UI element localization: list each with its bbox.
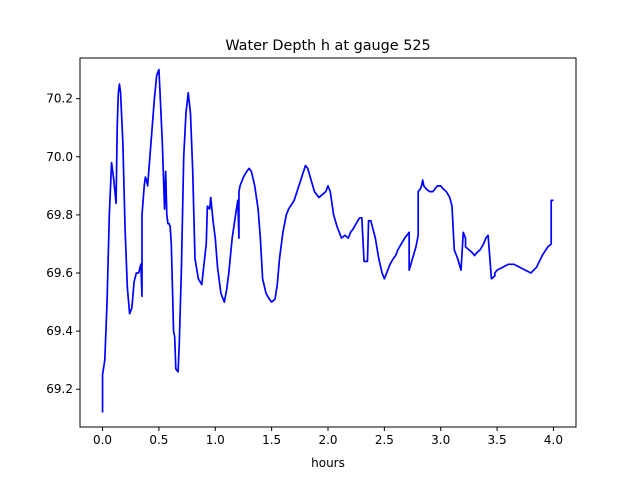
plot-area [101,68,554,413]
y-tick-label: 70.2 [46,92,73,106]
x-tick-label: 2.0 [318,433,337,447]
x-tick-label: 0.0 [93,433,112,447]
chart-title: Water Depth h at gauge 525 [225,38,430,54]
x-tick-label: 1.5 [262,433,281,447]
x-tick-label: 1.0 [206,433,225,447]
y-tick-label: 69.8 [46,208,73,222]
x-tick-label: 4.0 [544,433,563,447]
y-tick-label: 69.2 [46,382,73,396]
axis-ticks: 0.0 0.5 1.0 1.5 2.0 2.5 3.0 3.5 4.0 69.2 69.4 69.6 6… [46,92,563,447]
x-tick-label: 3.0 [431,433,450,447]
y-tick-label: 69.6 [46,266,73,280]
x-tick-label: 3.5 [488,433,507,447]
series-line-0 [101,68,554,413]
x-tick-label: 0.5 [149,433,168,447]
x-axis-label: hours [311,456,345,470]
y-tick-label: 69.4 [46,324,73,338]
plot-frame [79,57,577,428]
y-tick-label: 70.0 [46,150,73,164]
x-tick-label: 2.5 [375,433,394,447]
